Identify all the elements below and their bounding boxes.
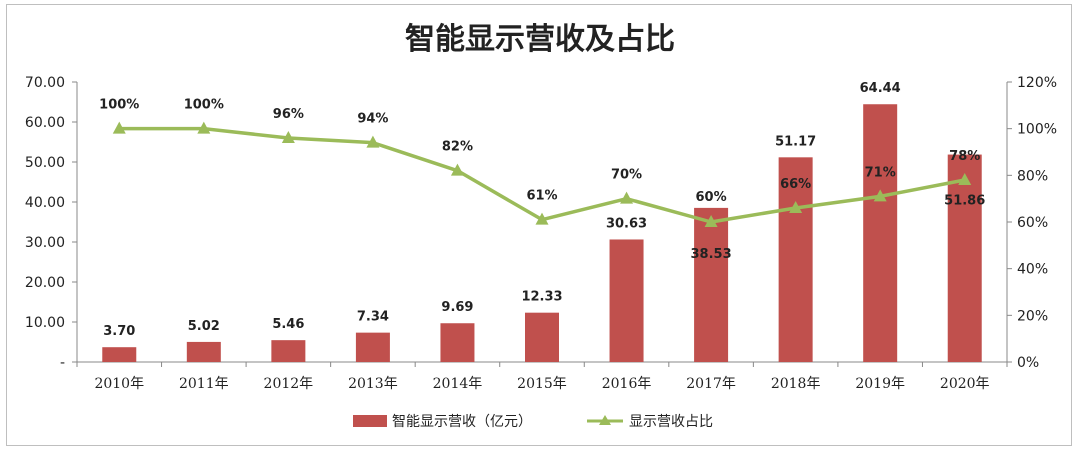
line-point — [197, 121, 211, 134]
line-data-label: 82% — [442, 140, 473, 155]
line-data-label: 100% — [99, 98, 139, 113]
data-labels: 3.70 5.02 5.46 7.34 9.69 12.33 30.63 38.53 51.17… — [99, 81, 985, 339]
y-left-tick-label: 20.00 — [25, 275, 65, 291]
bar — [102, 347, 137, 362]
bar-data-label: 9.69 — [441, 300, 473, 315]
bar — [694, 207, 729, 362]
bar-series — [102, 104, 982, 363]
x-tick-label: 2016年 — [602, 376, 652, 392]
bar-data-label: 3.70 — [103, 324, 135, 339]
bar-data-label: 5.46 — [272, 317, 304, 332]
legend-line-marker — [599, 415, 611, 425]
chart-frame: 智能显示营收及占比 - 10.00 20.00 30.00 40.00 50.00 60.0… — [6, 4, 1072, 446]
x-tick-label: 2012年 — [264, 376, 314, 392]
bar-data-label: 51.86 — [944, 194, 985, 209]
bar-data-label: 5.02 — [188, 319, 220, 334]
chart: 智能显示营收及占比 - 10.00 20.00 30.00 40.00 50.00 60.0… — [25, 22, 1057, 430]
x-tick-label: 2014年 — [433, 376, 483, 392]
bar — [947, 154, 982, 362]
line-data-label: 70% — [611, 168, 642, 183]
series-line — [119, 126, 966, 224]
y-left-tick-label: 60.00 — [25, 115, 65, 131]
y-left-tick-label: 40.00 — [25, 195, 65, 211]
y-right-tick-label: 40% — [1017, 262, 1048, 278]
y-right-tick-label: 60% — [1017, 215, 1048, 231]
bar-data-label: 30.63 — [606, 216, 647, 231]
line-data-label: 61% — [526, 189, 557, 204]
x-tick-label: 2017年 — [686, 376, 736, 392]
line-point — [112, 121, 126, 134]
line-data-label: 100% — [184, 98, 224, 113]
line-data-label: 94% — [357, 112, 388, 127]
legend-bar-swatch — [353, 415, 387, 427]
axes: - 10.00 20.00 30.00 40.00 50.00 60.00 70.00 0% 20… — [25, 75, 1057, 392]
y-left-tick-label: 50.00 — [25, 155, 65, 171]
bar — [186, 341, 221, 362]
bar — [609, 239, 644, 362]
line-point — [704, 215, 718, 227]
y-left-tick-label: 10.00 — [25, 315, 65, 331]
bar — [778, 157, 813, 362]
bar-data-label: 64.44 — [860, 81, 901, 96]
line-point — [450, 163, 464, 176]
y-left-tick-label: 30.00 — [25, 235, 65, 251]
y-right-tick-label: 120% — [1017, 75, 1057, 91]
bar — [271, 340, 306, 362]
x-tick-label: 2018年 — [771, 376, 821, 392]
line-point — [620, 191, 634, 204]
x-tick-label: 2011年 — [179, 376, 229, 392]
chart-title: 智能显示营收及占比 — [405, 22, 675, 57]
bar — [863, 104, 898, 363]
legend: 智能显示营收（亿元） 显示营收占比 — [353, 414, 713, 430]
bar — [525, 312, 559, 362]
line-data-label: 71% — [865, 165, 896, 180]
y-right-tick-label: 100% — [1017, 122, 1057, 138]
line-point — [789, 201, 803, 213]
bar — [355, 332, 390, 362]
bar-data-label: 12.33 — [521, 290, 562, 305]
line-point — [958, 173, 972, 185]
line-point — [873, 189, 887, 202]
line-series — [112, 121, 972, 227]
bar — [440, 323, 475, 362]
line-data-label: 60% — [696, 190, 727, 205]
x-tick-label: 2019年 — [855, 376, 905, 392]
line-point — [281, 131, 295, 143]
legend-line-label: 显示营收占比 — [629, 414, 713, 430]
line-point — [366, 135, 380, 148]
x-tick-label: 2015年 — [517, 376, 567, 392]
line-point — [535, 212, 549, 225]
legend-bar-label: 智能显示营收（亿元） — [392, 414, 532, 430]
x-tick-label: 2013年 — [348, 376, 398, 392]
y-right-tick-label: 80% — [1017, 168, 1048, 184]
bar-data-label: 51.17 — [775, 134, 816, 149]
x-tick-label: 2020年 — [940, 376, 990, 392]
x-tick-label: 2010年 — [94, 376, 144, 392]
y-left-tick-label: - — [60, 355, 65, 371]
line-data-label: 96% — [273, 107, 304, 122]
line-data-label: 78% — [949, 149, 980, 164]
line-data-label: 66% — [780, 177, 811, 192]
y-left-tick-label: 70.00 — [25, 75, 65, 91]
bar-data-label: 38.53 — [691, 247, 732, 262]
y-right-tick-label: 20% — [1017, 308, 1048, 324]
y-right-tick-label: 0% — [1017, 355, 1039, 371]
bar-data-label: 7.34 — [357, 310, 389, 325]
